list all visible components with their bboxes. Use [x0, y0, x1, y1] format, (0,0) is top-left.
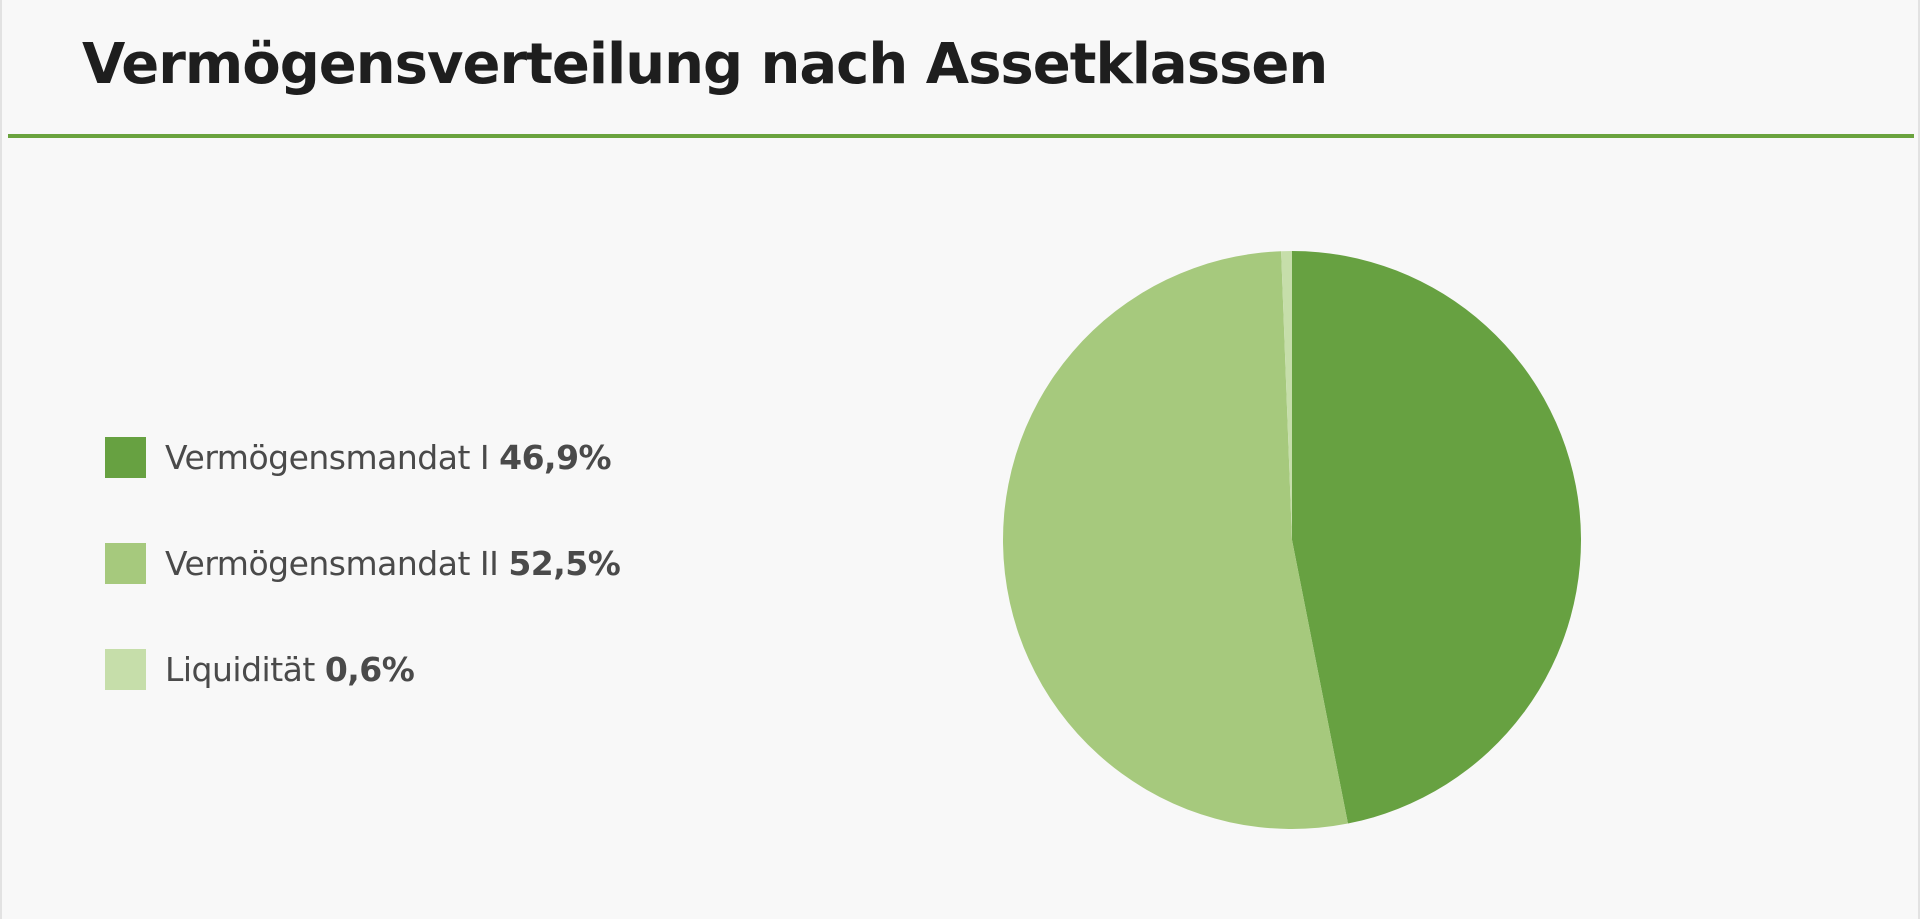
legend-label: Vermögensmandat I	[165, 437, 490, 477]
legend-swatch	[105, 542, 146, 584]
pie-slice-vermoegensmandat-1[interactable]	[1292, 251, 1582, 824]
legend-value: 0,6%	[324, 649, 415, 689]
pie-chart	[982, 230, 1602, 850]
legend-swatch	[105, 648, 146, 690]
legend-value: 46,9%	[499, 437, 612, 477]
pie-slice-vermoegensmandat-2[interactable]	[1003, 251, 1348, 829]
legend-swatch	[105, 436, 146, 478]
legend-item-liquiditaet[interactable]: Liquidität 0,6%	[105, 647, 415, 691]
chart-title: Vermögensverteilung nach Assetklassen	[82, 32, 1328, 97]
legend-item-vermoegensmandat-1[interactable]: Vermögensmandat I 46,9%	[105, 435, 612, 479]
legend-value: 52,5%	[508, 543, 621, 583]
legend-label: Vermögensmandat II	[165, 543, 499, 583]
card-header: Vermögensverteilung nach Assetklassen	[8, 0, 1914, 138]
pie-slice-liquiditaet[interactable]	[1281, 251, 1292, 540]
legend-item-vermoegensmandat-2[interactable]: Vermögensmandat II 52,5%	[105, 541, 621, 585]
pie-chart-svg	[1003, 251, 1582, 829]
legend-label: Liquidität	[165, 649, 315, 689]
